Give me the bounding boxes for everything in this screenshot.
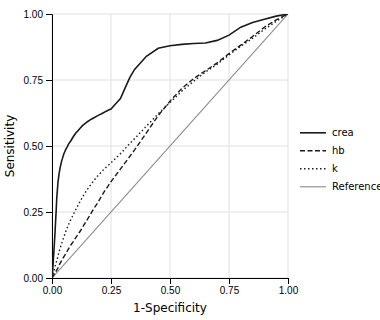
axis-line: [46, 15, 53, 279]
legend-item: crea: [300, 127, 354, 138]
tick-label: 1.00: [24, 9, 44, 20]
axis-line: [53, 279, 289, 285]
tick-mark: [170, 278, 171, 284]
tick-mark: [288, 278, 289, 284]
y-axis-title: Sensitivity: [3, 115, 17, 177]
chart: 0.00 0.25 0.50 0.75 1.00 0.00 0.25 0.50 0.75 1.00…: [0, 0, 380, 320]
tick: 0.00: [43, 278, 63, 296]
x-axis-title: 1-Specificity: [133, 301, 207, 315]
tick-mark: [229, 278, 230, 284]
grid-line-y: [52, 212, 288, 213]
grid: [52, 14, 288, 278]
tick-label: 0.50: [24, 141, 44, 152]
tick: 1.00: [24, 9, 52, 20]
legend-swatch: [300, 150, 326, 151]
tick-label: 0.75: [24, 75, 44, 86]
legend-label: k: [332, 163, 338, 174]
tick-label: 0.25: [102, 285, 122, 296]
grid-line-y: [52, 14, 288, 15]
tick: 0.50: [24, 141, 52, 152]
tick: 0.25: [24, 207, 52, 218]
tick: 0.25: [102, 278, 122, 296]
tick-mark: [111, 278, 112, 284]
y-axis: 0.00 0.25 0.50 0.75 1.00: [24, 9, 53, 284]
tick-mark: [46, 212, 52, 213]
tick: 0.00: [24, 273, 52, 284]
legend-label: crea: [332, 127, 354, 138]
legend-swatch: [300, 168, 326, 169]
legend-item: hb: [300, 145, 345, 156]
legend-swatch: [300, 132, 326, 134]
series-line: [52, 14, 288, 278]
tick-label: 1.00: [279, 285, 299, 296]
tick-mark: [46, 146, 52, 147]
legend-item: Reference: [300, 181, 380, 192]
tick: 1.00: [279, 278, 299, 296]
legend-item: k: [300, 163, 338, 174]
tick: 0.75: [220, 278, 240, 296]
plot: 0.00 0.25 0.50 0.75 1.00 0.00 0.25 0.50 0.75 1.00: [24, 9, 299, 296]
tick-label: 0.25: [24, 207, 44, 218]
grid-line-y: [52, 80, 288, 81]
lines: [52, 14, 288, 278]
series-line: [52, 14, 288, 278]
tick-label: 0.75: [220, 285, 240, 296]
legend-label: hb: [332, 145, 345, 156]
legend-label: Reference: [332, 181, 380, 192]
tick: 0.75: [24, 75, 52, 86]
tick-mark: [46, 80, 52, 81]
tick-mark: [46, 278, 52, 279]
series-line: [52, 14, 288, 278]
tick-label: 0.50: [161, 285, 181, 296]
series-line: [52, 14, 288, 278]
tick-mark: [46, 14, 52, 15]
legend: crea hb k Reference: [300, 127, 380, 192]
tick: 0.50: [161, 278, 181, 296]
tick-label: 0.00: [43, 285, 63, 296]
legend-swatch: [300, 186, 326, 187]
tick-label: 0.00: [24, 273, 44, 284]
x-axis: 0.00 0.25 0.50 0.75 1.00: [43, 278, 299, 296]
